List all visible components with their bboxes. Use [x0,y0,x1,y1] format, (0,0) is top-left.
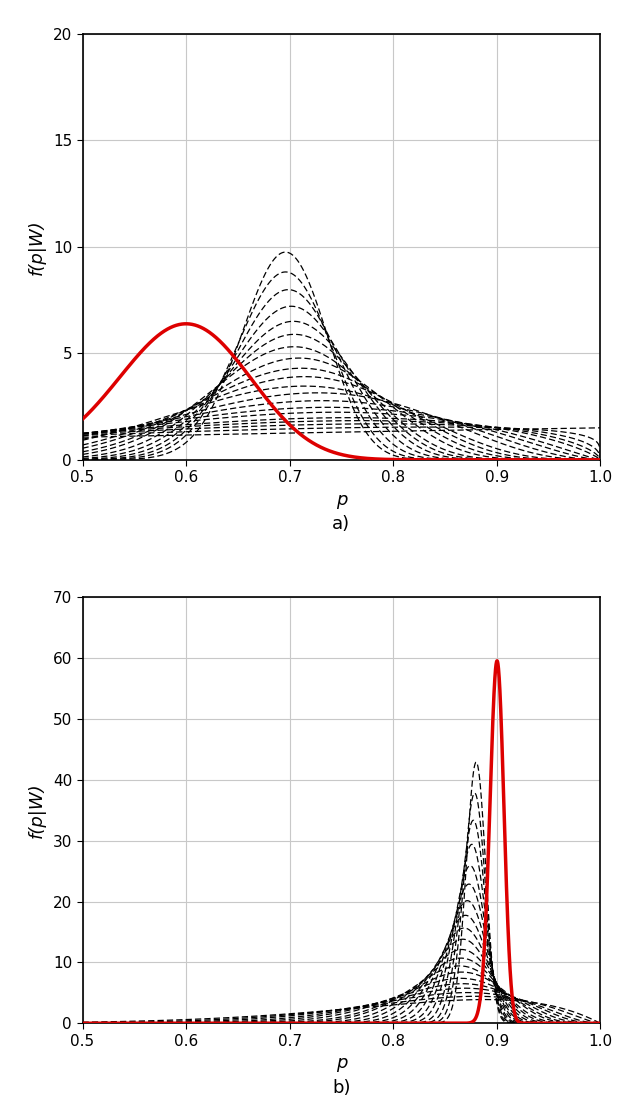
Y-axis label: f(p|W): f(p|W) [28,220,46,274]
X-axis label: p: p [335,1054,347,1072]
Text: b): b) [332,1079,351,1096]
Y-axis label: f(p|W): f(p|W) [28,783,46,838]
X-axis label: p: p [335,491,347,508]
Text: a): a) [332,515,350,533]
